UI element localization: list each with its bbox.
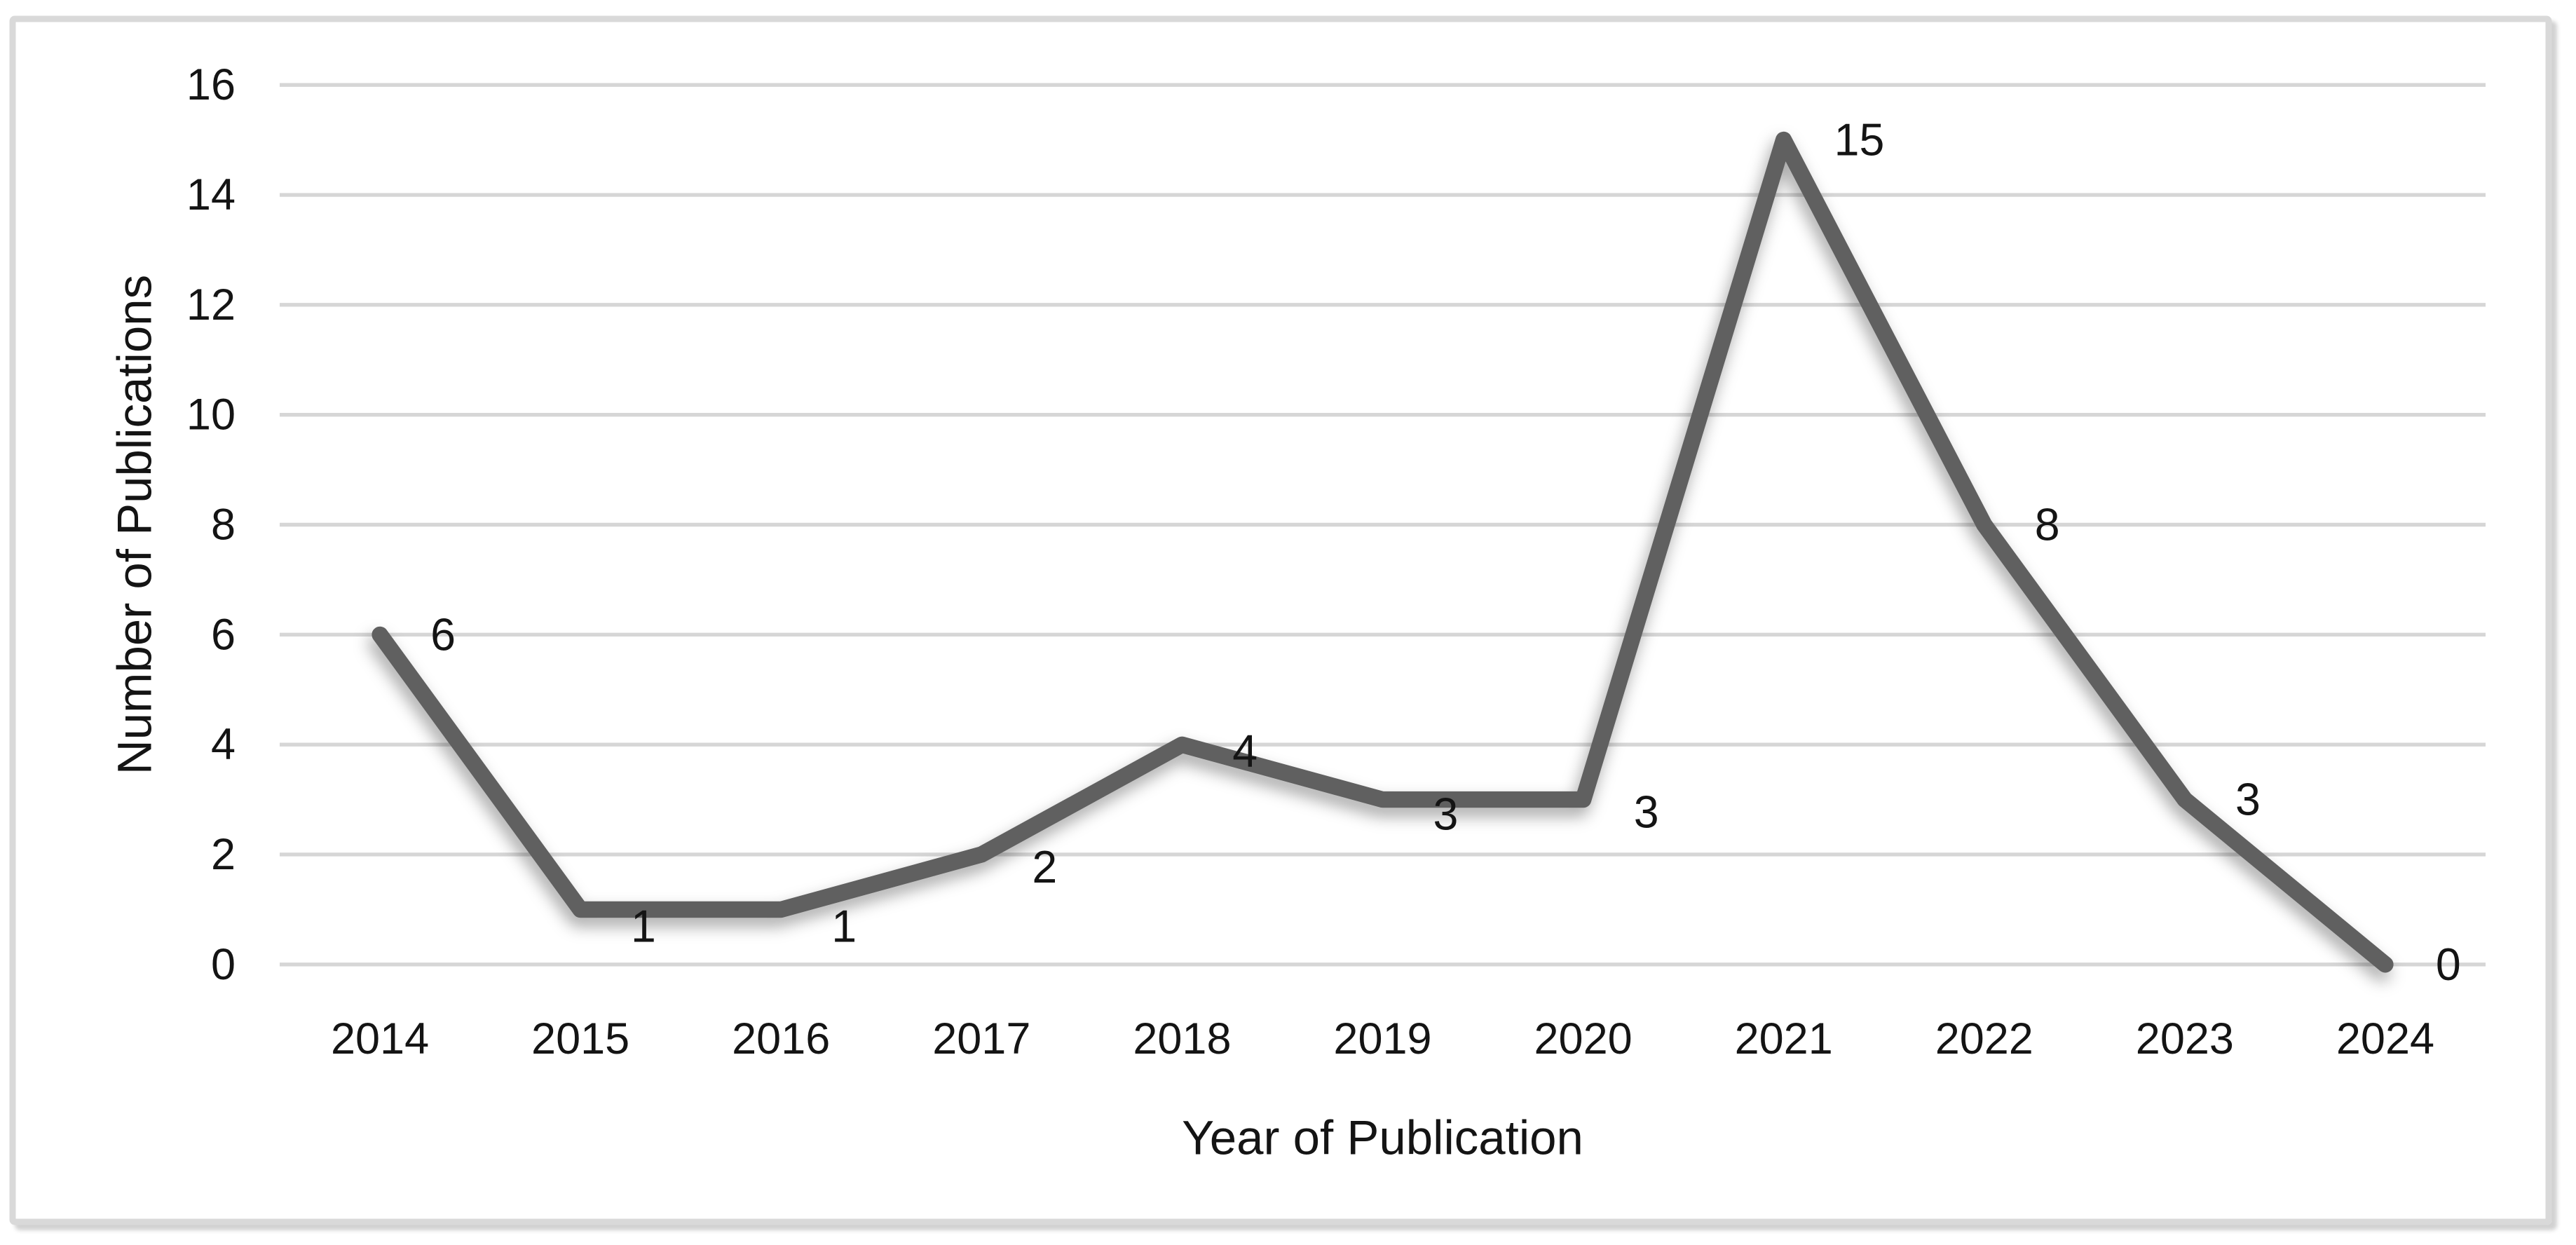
x-tick-label: 2017 [932,1014,1030,1063]
series-line [372,131,2394,973]
x-tick-label: 2019 [1333,1014,1431,1063]
x-tick-label: 2021 [1735,1014,1833,1063]
chart-border [9,15,2552,1225]
data-label: 3 [2235,775,2261,825]
y-tick-label: 0 [211,940,236,989]
x-tick-label: 2023 [2136,1014,2234,1063]
y-tick-label: 4 [211,720,236,769]
x-tick-label: 2018 [1133,1014,1231,1063]
data-label: 6 [430,609,456,660]
data-label: 1 [831,902,857,952]
data-label: 3 [1433,789,1459,840]
data-label: 3 [1634,787,1659,838]
y-tick-label: 2 [211,830,236,879]
y-tick-label: 8 [211,501,236,550]
y-axis-tick-labels: 0 2 4 6 8 10 12 14 16 [186,60,236,989]
y-tick-label: 16 [186,60,236,109]
x-axis-title: Year of Publication [1182,1111,1583,1165]
data-label: 1 [631,902,656,952]
data-label: 15 [1834,115,1885,165]
x-tick-label: 2022 [1935,1014,2033,1063]
x-axis-tick-labels: 2014 2015 2016 2017 2018 2019 2020 2021 2022 2023… [331,1014,2434,1063]
y-axis-title: Number of Publications [108,275,162,775]
y-tick-label: 14 [186,170,236,219]
x-tick-label: 2015 [531,1014,629,1063]
x-tick-label: 2014 [331,1014,429,1063]
y-tick-label: 10 [186,390,236,440]
data-labels: 6 1 1 2 4 3 3 15 8 3 0 [430,115,2461,990]
data-label: 8 [2035,500,2060,550]
y-tick-label: 12 [186,280,236,329]
x-tick-label: 2020 [1534,1014,1633,1063]
gridlines [280,83,2486,967]
data-label: 4 [1232,726,1258,776]
data-label: 0 [2436,939,2461,990]
x-tick-label: 2024 [2336,1014,2434,1063]
x-tick-label: 2016 [732,1014,830,1063]
y-tick-label: 6 [211,610,236,659]
data-label: 2 [1032,842,1057,892]
